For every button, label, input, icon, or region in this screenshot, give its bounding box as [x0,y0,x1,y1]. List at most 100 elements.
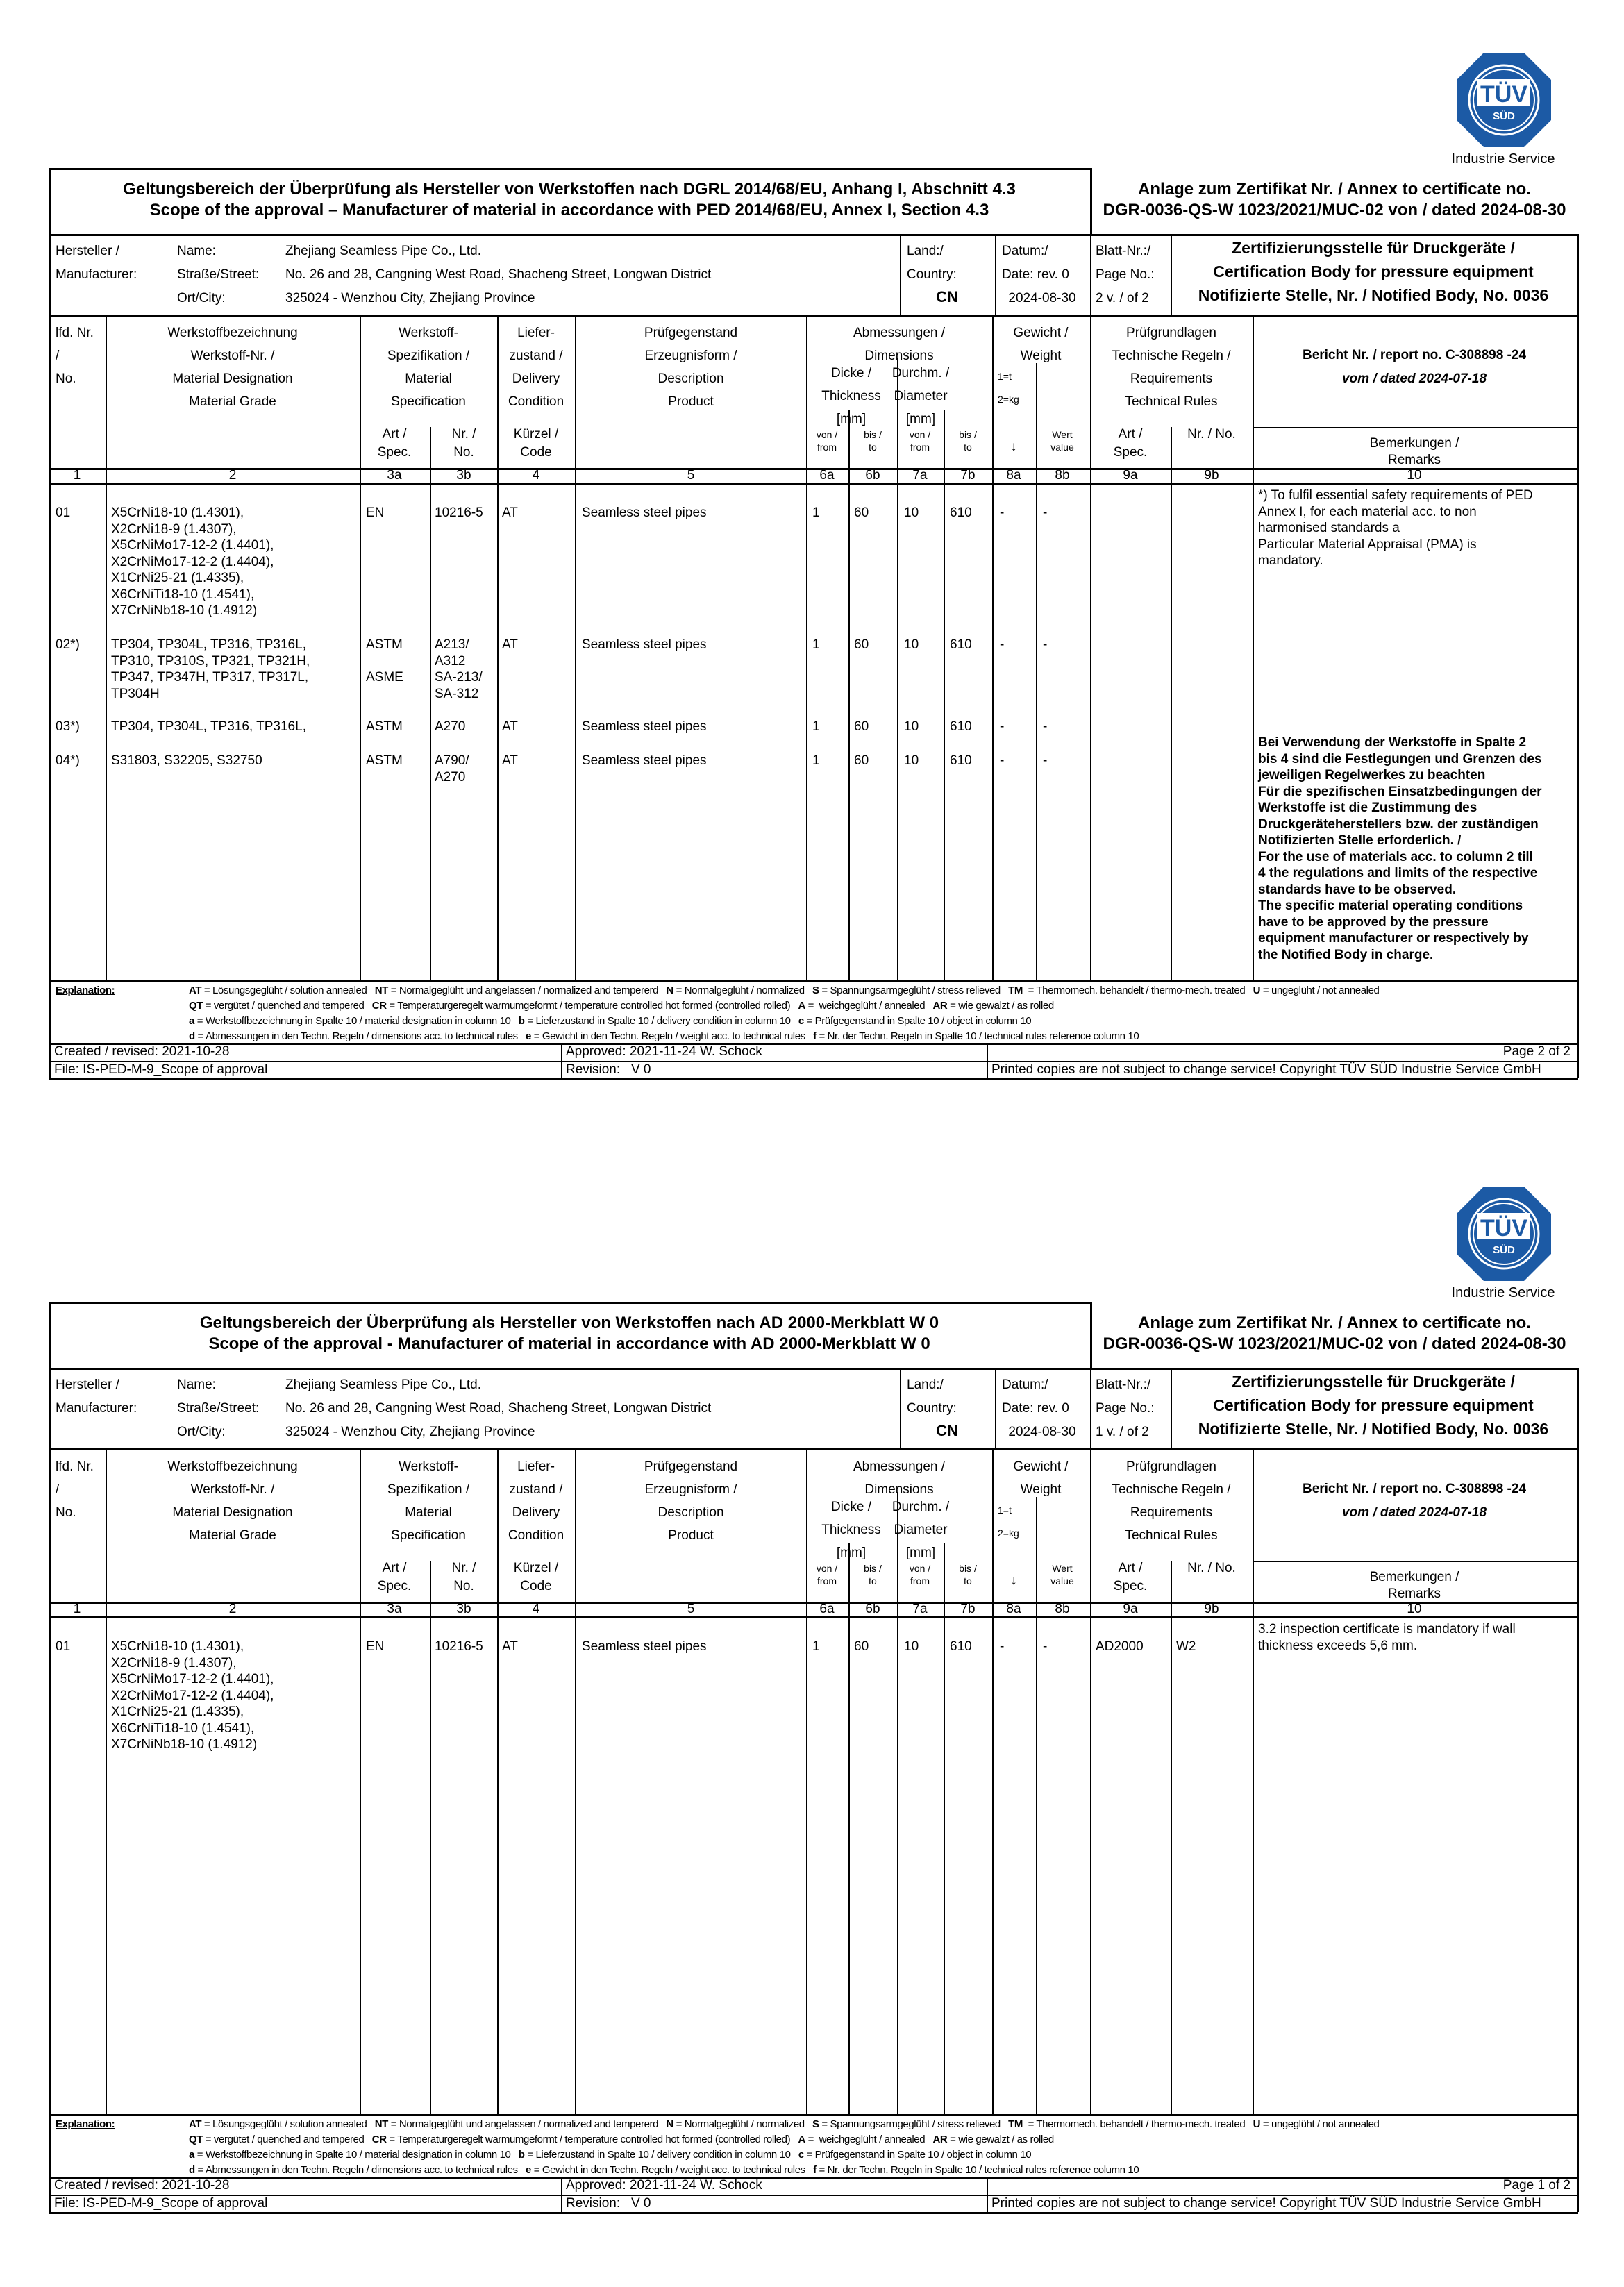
header-delivery: Delivery [512,1505,560,1520]
header-spec-no: Nr. / [451,427,476,442]
page-no-label: Page No.: [1096,267,1155,282]
header-delivery: Condition [508,394,564,409]
cell-w-value: - [1043,719,1048,734]
abbreviation: f [813,2164,817,2176]
header-weight: Weight [1020,1482,1062,1497]
abbreviation-meaning: = Normalgeglüht und angelassen / normali… [387,985,667,996]
header-spec: Werkstoff- [399,326,458,340]
header-spec: Material [405,371,452,386]
date-value: 2024-08-30 [1008,1425,1076,1439]
abbreviation: A [798,1000,805,1012]
page-label: Page 1 of 2 [1502,2178,1571,2193]
explanation-line: QT = vergütet / quenched and tempered CR… [189,2133,1054,2147]
approved-by: Approved: 2021-11-24 W. Schock [566,2178,762,2193]
cell-spec: ASTM [366,719,403,734]
header-no: / [56,349,60,363]
header-thickness: Thickness [821,389,881,403]
header-material: Werkstoff-Nr. / [190,1482,275,1497]
header-from: von / [816,1563,838,1574]
header-weight-units: 1=t [998,1505,1012,1516]
cell-t-from: 1 [812,719,820,734]
header-remarks: Bemerkungen / [1369,436,1459,451]
vertical-rule [1090,1368,1091,1448]
manufacturer-name: Zhejiang Seamless Pipe Co., Ltd. [285,244,481,258]
header-from: from [817,442,837,453]
cell-no: 01 [56,505,71,520]
cell-product: Seamless steel pipes [582,505,707,520]
header-rules-no: Nr. / No. [1187,1561,1236,1575]
header-rules: Technische Regeln / [1112,1482,1231,1497]
page-label: Page 2 of 2 [1502,1044,1571,1059]
vertical-rule [49,234,51,1078]
abbreviation: a [189,1015,194,1027]
cell-w-value: - [1043,637,1048,652]
cell-spec: ASTM ASME [366,637,403,685]
column-number: 7a [912,1602,928,1616]
cell-spec-no: 10216-5 [435,505,483,520]
cell-d-from: 10 [904,1639,919,1654]
vertical-rule [995,1368,996,1448]
vertical-rule [848,1543,850,2114]
certificate-number: DGR-0036-QS-W 1023/2021/MUC-02 von / dat… [1103,1334,1566,1353]
header-no: lfd. Nr. [56,326,94,340]
column-number: 2 [228,468,237,483]
page-title: Geltungsbereich der Überprüfung als Hers… [199,1314,939,1332]
logo-caption: Industrie Service [1451,151,1555,167]
column-number: 7a [912,468,928,483]
abbreviation-meaning: = Prüfgegenstand in Spalte 10 / object i… [803,1015,1032,1027]
cell-spec: EN [366,1639,385,1654]
header-spec: Werkstoff- [399,1459,458,1474]
abbreviation: c [798,2149,804,2161]
approved-by: Approved: 2021-11-24 W. Schock [566,1044,762,1059]
header-from: from [910,1575,930,1586]
vertical-rule [49,1302,51,1368]
header-spec-art: Art / [382,427,407,442]
header-no: lfd. Nr. [56,1459,94,1474]
header-spec-art: Spec. [377,1579,412,1593]
header-from: from [910,442,930,453]
column-number: 5 [687,468,695,483]
abbreviation-meaning: = weichgeglüht / annealed [805,1000,933,1012]
abbreviation: N [666,2118,673,2130]
horizontal-rule [49,468,1578,470]
abbreviation: U [1253,985,1261,996]
report-number: Bericht Nr. / report no. C-308898 -24 [1302,1482,1527,1496]
copyright: Printed copies are not subject to change… [991,2196,1541,2211]
country-label: Country: [907,267,957,282]
header-weight-value: value [1050,1575,1074,1586]
cell-t-from: 1 [812,505,820,520]
cell-w-unit: - [1000,1639,1005,1654]
horizontal-rule [49,315,1578,317]
abbreviation: a [189,2149,194,2161]
header-product: Description [658,371,724,386]
cell-product: Seamless steel pipes [582,637,707,652]
manufacturer-label: Hersteller / [56,1377,119,1392]
explanation-line: a = Werkstoffbezeichnung in Spalte 10 / … [189,1014,1032,1028]
header-delivery-code: Kürzel / [513,1561,559,1575]
vertical-rule [1036,1497,1037,2114]
column-number: 1 [73,468,81,483]
cell-no: 03*) [56,719,80,734]
column-number: 1 [73,1602,81,1616]
header-diameter: Diameter [894,389,948,403]
vertical-rule [987,2177,988,2212]
header-delivery: Condition [508,1528,564,1543]
cell-spec: EN [366,505,385,520]
abbreviation-meaning: = Normalgeglüht / normalized [673,985,813,996]
cell-grades: TP304, TP304L, TP316, TP316L, TP310, TP3… [111,637,310,701]
certificate-number: DGR-0036-QS-W 1023/2021/MUC-02 von / dat… [1103,201,1566,219]
cell-t-from: 1 [812,1639,820,1654]
land-label: Land:/ [907,244,944,258]
explanation-line: AT = Lösungsgeglüht / solution annealed … [189,2118,1380,2131]
cell-t-to: 60 [854,637,869,652]
header-spec-no: No. [453,1579,474,1593]
abbreviation-meaning: = Abmessungen in den Techn. Regeln / dim… [194,1030,526,1042]
header-spec: Specification [391,394,466,409]
horizontal-rule [49,1616,1578,1618]
country-value: CN [936,288,958,305]
column-number: 6a [819,468,835,483]
vertical-rule [575,1448,576,2114]
horizontal-rule [49,1061,1578,1062]
header-thickness: Dicke / [830,1500,872,1514]
abbreviation: f [813,1030,817,1042]
